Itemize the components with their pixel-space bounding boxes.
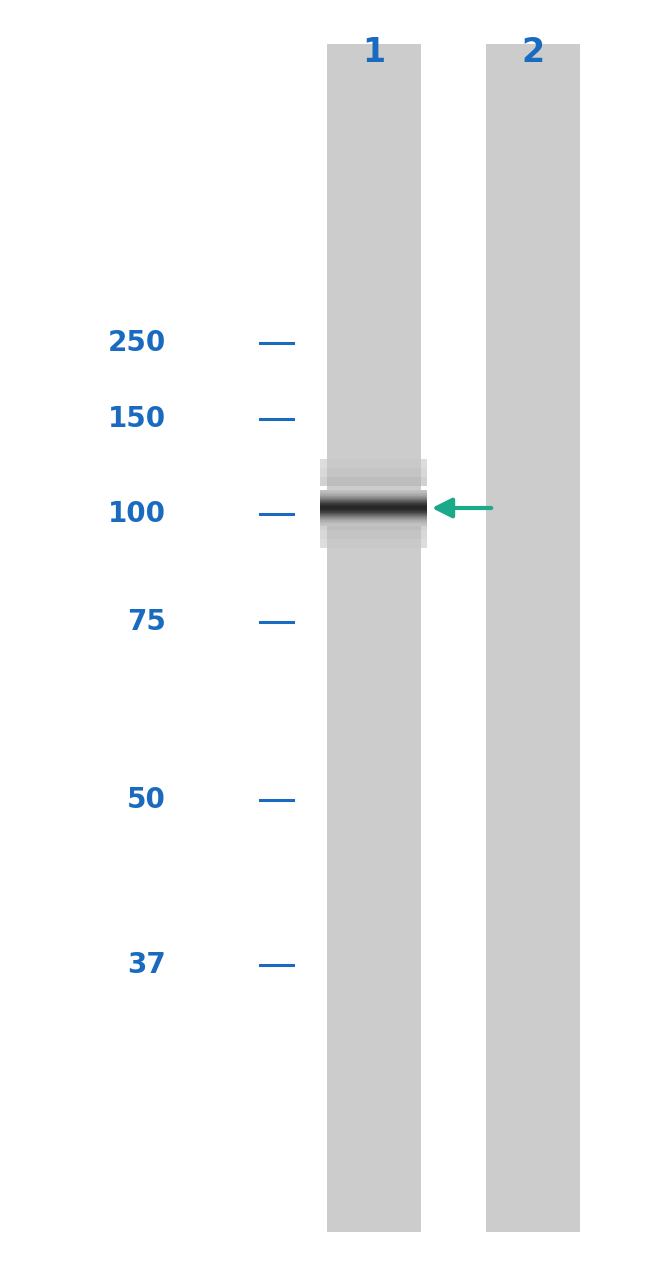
Bar [320, 469, 428, 478]
Bar [486, 44, 580, 1232]
Bar [320, 531, 428, 538]
Text: 100: 100 [108, 500, 166, 528]
Text: 75: 75 [127, 608, 166, 636]
Text: 150: 150 [108, 405, 166, 433]
Bar [320, 522, 428, 531]
Text: 250: 250 [107, 329, 166, 357]
Bar [320, 460, 428, 469]
Text: 1: 1 [362, 36, 385, 69]
Text: 50: 50 [127, 786, 166, 814]
Bar [326, 44, 421, 1232]
Text: 2: 2 [521, 36, 545, 69]
Bar [320, 478, 428, 486]
Bar [320, 538, 428, 549]
Text: 37: 37 [127, 951, 166, 979]
